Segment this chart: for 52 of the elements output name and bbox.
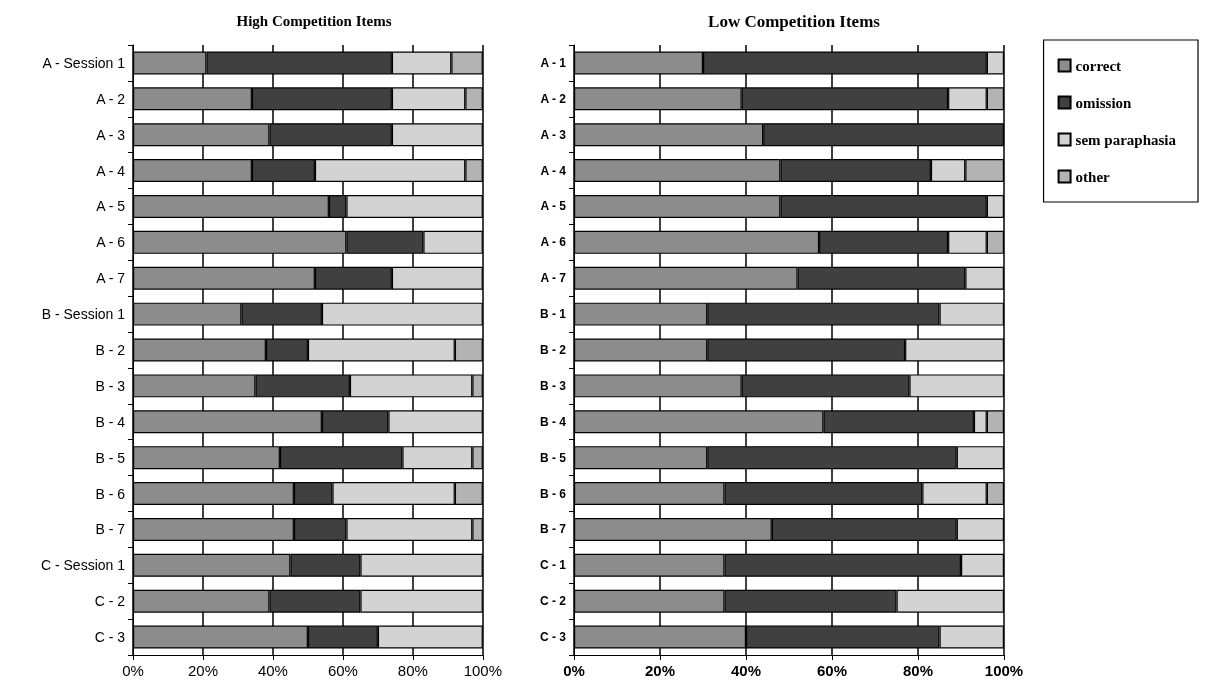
y-tick-label: B - 2 — [539, 343, 567, 357]
legend-label: other — [1075, 168, 1111, 185]
y-tick-label: B - 6 — [95, 485, 126, 502]
legend-label: correct — [1075, 57, 1122, 74]
y-tick-label: B - 1 — [539, 307, 567, 322]
y-tick-label: C - 3 — [539, 630, 567, 645]
y-tick-label: B - 7 — [539, 522, 567, 537]
y-tick-label: C - 1 — [539, 558, 567, 573]
y-tick-label: A - 7 — [96, 270, 126, 287]
y-tick-label: B - 7 — [95, 521, 126, 538]
x-tick-label: 0% — [563, 662, 585, 679]
x-tick-label: 40% — [730, 662, 762, 679]
y-tick-label: A - 4 — [540, 163, 567, 178]
x-tick-label: 80% — [397, 662, 428, 679]
y-tick-label: A - 7 — [540, 271, 567, 286]
y-tick-label: A - 3 — [540, 127, 567, 142]
x-tick-label: 20% — [644, 662, 676, 679]
x-tick-label: 20% — [187, 662, 218, 679]
y-tick-label: B - 2 — [95, 342, 126, 358]
x-tick-label: 60% — [816, 662, 848, 679]
y-tick-label: A - 6 — [540, 235, 567, 250]
y-tick-label: B - 6 — [539, 486, 567, 501]
y-tick-label: C - 2 — [539, 594, 567, 609]
y-tick-label: A - 6 — [96, 234, 126, 251]
y-tick-label: B - 3 — [539, 378, 567, 393]
x-tick-label: 80% — [902, 662, 934, 679]
y-tick-label: B - Session 1 — [41, 306, 126, 323]
x-tick-label: 0% — [122, 662, 144, 679]
y-tick-label: A - 3 — [96, 126, 126, 143]
y-tick-label: C - Session 1 — [40, 557, 126, 574]
y-tick-label: C - 3 — [94, 629, 126, 646]
y-tick-label: A - 5 — [96, 198, 126, 215]
x-tick-label: 100% — [463, 662, 503, 679]
y-tick-label: A - 5 — [540, 199, 567, 214]
legend-label: omission — [1075, 94, 1133, 111]
y-tick-label: B - 4 — [539, 414, 567, 429]
y-tick-label: B - 5 — [95, 449, 126, 466]
y-tick-label: B - 3 — [95, 377, 126, 394]
y-tick-label: B - 5 — [539, 450, 567, 465]
y-tick-label: A - Session 1 — [42, 54, 126, 71]
legend-label: sem paraphasia — [1075, 131, 1177, 148]
chart-title: Low Competition Items — [708, 12, 881, 31]
x-tick-label: 40% — [257, 662, 288, 679]
y-tick-label: B - 4 — [95, 413, 126, 430]
y-tick-label: A - 2 — [96, 90, 126, 107]
y-tick-label: A - 1 — [540, 55, 567, 70]
y-tick-label: A - 4 — [96, 162, 126, 179]
x-tick-label: 100% — [984, 662, 1024, 679]
y-tick-label: A - 2 — [540, 91, 567, 106]
x-tick-label: 60% — [327, 662, 358, 679]
chart-title: High Competition Items — [236, 12, 392, 29]
y-tick-label: C - 2 — [94, 593, 126, 610]
